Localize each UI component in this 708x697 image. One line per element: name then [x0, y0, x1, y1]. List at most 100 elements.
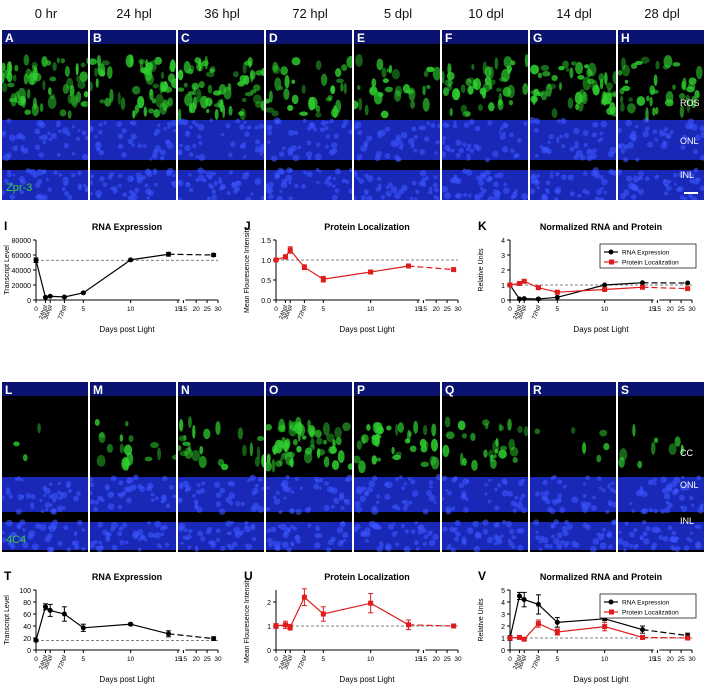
y-tick-label: 20000: [12, 283, 32, 290]
x-tick-label: 30: [214, 306, 222, 313]
micrograph-image: [266, 30, 352, 200]
series-line-break: [642, 630, 687, 636]
x-tick-label: 72hpl: [58, 655, 69, 671]
data-point: [321, 277, 326, 282]
legend-label: RNA Expression: [622, 600, 670, 607]
layer-label: INL: [680, 516, 694, 526]
data-point: [166, 252, 171, 257]
y-tick-label: 2: [267, 600, 271, 607]
data-point: [451, 267, 456, 272]
x-tick-label: 0: [508, 656, 512, 663]
x-tick-label: 10: [367, 656, 375, 663]
x-tick-label: 5: [82, 656, 86, 663]
y-tick-label: 1: [501, 636, 505, 643]
data-point: [211, 253, 216, 258]
data-point: [406, 622, 411, 627]
data-point: [283, 622, 288, 627]
x-tick-label: 30: [688, 656, 696, 663]
y-axis-label: Mean Flouresence Intensity: [244, 227, 251, 313]
panel-letter: M: [93, 383, 103, 397]
panel-letter: R: [533, 383, 542, 397]
series-line: [510, 624, 642, 640]
data-point: [81, 625, 86, 630]
data-point: [81, 290, 86, 295]
data-point: [274, 258, 279, 263]
y-axis-label: Transcript Level: [4, 245, 11, 295]
y-tick-label: 4: [501, 600, 505, 607]
x-tick-label: 25: [677, 306, 685, 313]
x-tick-label: 20: [667, 306, 675, 313]
x-axis-label: Days post Light: [573, 675, 629, 684]
data-point: [288, 248, 293, 253]
y-tick-label: 20: [23, 636, 31, 643]
x-tick-label: 25: [443, 306, 451, 313]
data-point: [43, 604, 48, 609]
data-point: [522, 637, 527, 642]
series-line-break: [168, 634, 213, 639]
x-tick-label: 72hpl: [532, 305, 543, 321]
micrograph-image: [354, 30, 440, 200]
data-point: [640, 285, 645, 290]
data-point: [302, 595, 307, 600]
micrograph-image: [90, 382, 176, 552]
micrograph-image: [354, 382, 440, 552]
x-tick-label: 0: [34, 306, 38, 313]
data-point: [166, 631, 171, 636]
y-tick-label: 100: [19, 588, 31, 595]
layer-label: CC: [680, 448, 693, 458]
x-tick-label: 20: [193, 656, 201, 663]
y-tick-label: 0: [501, 648, 505, 655]
x-tick-label: 20: [433, 656, 441, 663]
data-point: [685, 636, 690, 641]
x-tick-label: 5: [322, 306, 326, 313]
timepoint-header: 5 dpl: [354, 6, 442, 21]
panel-letter: P: [357, 383, 365, 397]
data-point: [274, 624, 279, 629]
data-point: [517, 635, 522, 640]
legend-label: Protein Localization: [622, 260, 679, 267]
panel-letter: D: [269, 31, 278, 45]
x-tick-label: 10: [127, 656, 135, 663]
y-tick-label: 0: [501, 298, 505, 305]
y-tick-label: 0.0: [261, 298, 271, 305]
chart-title: Protein Localization: [324, 572, 410, 582]
x-tick-label: 72hpl: [532, 655, 543, 671]
panel-letter: B: [93, 31, 102, 45]
x-tick-label: 15: [654, 306, 662, 313]
timepoint-header: 14 dpl: [530, 6, 618, 21]
y-tick-label: 0: [267, 648, 271, 655]
data-point: [34, 638, 39, 643]
x-tick-label: 72hpl: [58, 305, 69, 321]
legend-marker: [609, 610, 614, 615]
layer-label: ONL: [680, 136, 699, 146]
chart-letter: T: [4, 569, 12, 583]
stain-label: 4C4: [6, 534, 26, 546]
timepoint-header: 36 hpl: [178, 6, 266, 21]
data-point: [536, 602, 541, 607]
x-tick-label: 30: [454, 656, 462, 663]
x-tick-label: 20: [433, 306, 441, 313]
micrograph-image: [2, 382, 88, 552]
micrograph-panel: B: [90, 30, 176, 200]
x-tick-label: 0: [508, 306, 512, 313]
x-tick-label: 25: [677, 656, 685, 663]
micrograph-panel: O: [266, 382, 352, 552]
data-point: [640, 280, 645, 285]
data-point: [640, 627, 645, 632]
legend-label: Protein Localization: [622, 610, 679, 617]
timepoint-header: 72 hpl: [266, 6, 354, 21]
data-point: [522, 296, 527, 301]
layer-label: INL: [680, 170, 694, 180]
micrograph-image: [530, 30, 616, 200]
micrograph-panel: E: [354, 30, 440, 200]
x-tick-label: 5: [556, 656, 560, 663]
series-line: [36, 607, 168, 641]
data-point: [602, 283, 607, 288]
y-tick-label: 1.0: [261, 258, 271, 265]
y-tick-label: 40000: [12, 268, 32, 275]
data-point: [43, 295, 48, 300]
